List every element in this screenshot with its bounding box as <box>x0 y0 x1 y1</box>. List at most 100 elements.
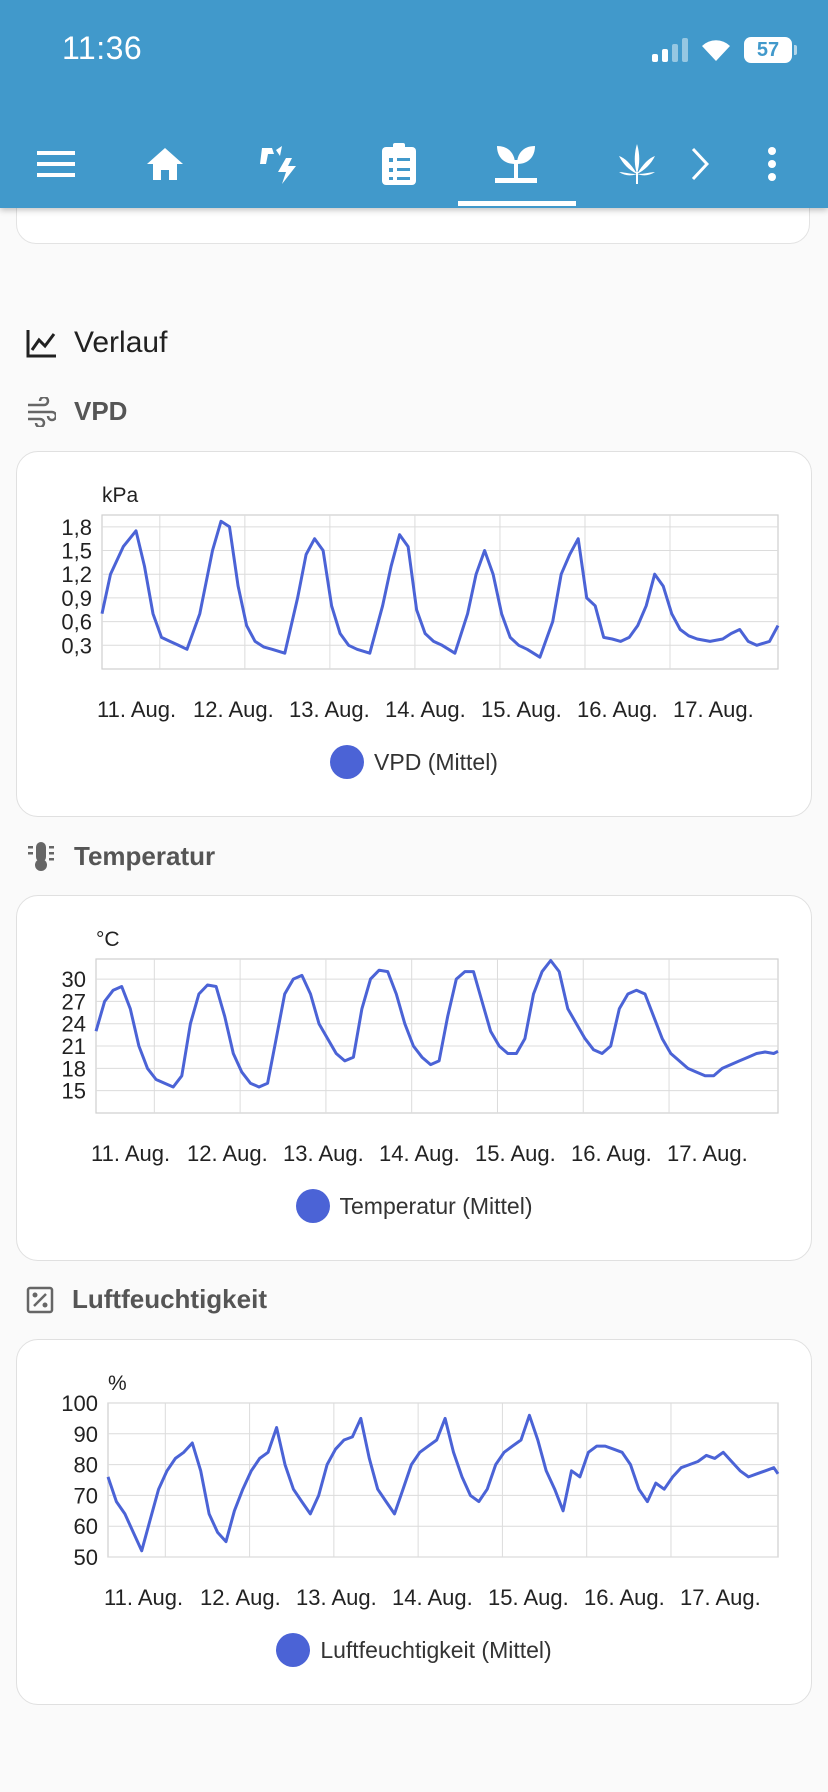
axis-unit-label: % <box>108 1372 127 1395</box>
x-tick-label: 11. Aug. <box>104 1585 183 1610</box>
menu-button[interactable] <box>30 120 82 208</box>
menu-icon <box>37 151 75 177</box>
legend-dot <box>276 1633 311 1667</box>
cannabis-tab[interactable] <box>612 120 662 208</box>
active-tab-indicator <box>458 201 576 206</box>
y-tick-label: 1,8 <box>61 515 92 540</box>
plot-frame <box>101 514 779 670</box>
battery-icon: 57 <box>744 37 797 63</box>
legend-label: VPD (Mittel) <box>374 748 498 775</box>
cellular-signal-icon <box>652 38 688 62</box>
section-title: Verlauf <box>74 326 168 359</box>
y-tick-label: 0,6 <box>61 610 92 635</box>
temperature-header: Temperatur <box>26 840 215 872</box>
weather-lightning-icon <box>260 146 296 184</box>
y-tick-label: 24 <box>62 1012 86 1037</box>
x-tick-label: 16. Aug. <box>577 697 658 722</box>
humidity-title: Luftfeuchtigkeit <box>72 1284 267 1314</box>
temperature-legend[interactable]: Temperatur (Mittel) <box>17 1189 811 1223</box>
vpd-chart-card: 1,8 1,5 1,2 0,9 0,6 0,3 11. Aug. 12. Aug. 13. Au… <box>16 451 812 817</box>
humidity-header: Luftfeuchtigkeit <box>26 1284 267 1315</box>
battery-level: 57 <box>756 38 780 61</box>
series-line <box>106 1413 780 1553</box>
home-icon <box>147 148 183 180</box>
status-time: 11:36 <box>62 30 143 66</box>
overflow-menu-button[interactable] <box>760 120 784 208</box>
x-tick-label: 13. Aug. <box>283 1141 364 1166</box>
y-tick-label: 1,5 <box>61 539 92 564</box>
vpd-chart: 1,81,51,20,90,60,3 11. Aug. 12. Aug. 13. Au… <box>61 484 780 722</box>
x-tick-label: 13. Aug. <box>289 697 370 722</box>
x-tick-label: 12. Aug. <box>193 697 274 722</box>
x-tick-label: 13. Aug. <box>296 1585 377 1610</box>
percent-box-icon <box>26 1286 54 1313</box>
status-icons: 57 <box>652 34 797 66</box>
x-tick-label: 14. Aug. <box>392 1585 473 1610</box>
history-section-header: Verlauf <box>26 326 167 360</box>
y-tick-label: 80 <box>74 1453 98 1478</box>
y-tick-label: 50 <box>74 1545 98 1570</box>
home-tab[interactable] <box>140 120 190 208</box>
vpd-title: VPD <box>74 396 128 426</box>
x-tick-label: 16. Aug. <box>571 1141 652 1166</box>
more-tabs-button[interactable] <box>686 120 714 208</box>
chevron-right-icon <box>691 147 709 181</box>
y-tick-label: 90 <box>74 1422 98 1447</box>
legend-dot <box>295 1189 330 1223</box>
y-tick-label: 30 <box>62 967 86 992</box>
weather-tab[interactable] <box>254 120 304 208</box>
x-tick-label: 11. Aug. <box>97 697 176 722</box>
vpd-legend[interactable]: VPD (Mittel) <box>17 745 811 779</box>
y-tick-label: 0,9 <box>61 586 92 611</box>
axis-unit-label: °C <box>96 928 120 951</box>
y-tick-label: 18 <box>62 1056 86 1081</box>
plants-tab[interactable] <box>488 120 544 208</box>
y-tick-label: 15 <box>62 1079 86 1104</box>
x-tick-label: 14. Aug. <box>385 697 466 722</box>
temperature-chart-card: 30 27 24 21 18 15 11. Aug. 12. Aug. 13. Aug. 14. … <box>16 895 812 1261</box>
humidity-chart-card: 100 90 80 70 60 50 11. Aug. 12. Aug. 13. Aug. 14.… <box>16 1339 812 1705</box>
x-tick-label: 15. Aug. <box>481 697 562 722</box>
vpd-header: VPD <box>26 396 127 427</box>
series-line <box>100 519 780 659</box>
x-tick-label: 17. Aug. <box>680 1585 761 1610</box>
cannabis-icon <box>619 144 655 184</box>
clipboard-list-icon <box>382 143 416 185</box>
more-vert-icon <box>768 147 776 181</box>
y-tick-label: 21 <box>62 1034 86 1059</box>
sprout-icon <box>495 146 537 183</box>
y-tick-label: 100 <box>61 1391 98 1416</box>
legend-label: Temperatur (Mittel) <box>339 1192 533 1219</box>
y-tick-label: 60 <box>74 1514 98 1539</box>
x-tick-label: 11. Aug. <box>91 1141 170 1166</box>
y-tick-label: 27 <box>62 989 86 1014</box>
x-tick-label: 17. Aug. <box>667 1141 748 1166</box>
plot-area: 1,81,51,20,90,60,3 11. Aug. 12. Aug. 13. Au… <box>61 484 780 722</box>
plot-frame <box>95 958 779 1114</box>
y-tick-label: 1,2 <box>61 562 92 587</box>
app-bar: 11:36 57 <box>0 0 828 208</box>
wind-icon <box>28 396 56 427</box>
nav-toolbar <box>0 120 828 208</box>
thermometer-icon <box>28 842 54 871</box>
x-tick-label: 15. Aug. <box>488 1585 569 1610</box>
wifi-icon <box>702 40 730 61</box>
x-tick-label: 17. Aug. <box>673 697 754 722</box>
y-tick-label: 0,3 <box>61 633 92 658</box>
x-tick-label: 12. Aug. <box>187 1141 268 1166</box>
x-tick-label: 16. Aug. <box>584 1585 665 1610</box>
temperature-title: Temperatur <box>74 840 216 871</box>
x-tick-label: 15. Aug. <box>475 1141 556 1166</box>
x-tick-label: 14. Aug. <box>379 1141 460 1166</box>
tasks-tab[interactable] <box>374 120 424 208</box>
legend-dot <box>330 745 365 779</box>
legend-label: Luftfeuchtigkeit (Mittel) <box>320 1636 552 1663</box>
series-line <box>94 959 779 1089</box>
chart-line-icon <box>26 330 56 358</box>
x-tick-label: 12. Aug. <box>200 1585 281 1610</box>
humidity-legend[interactable]: Luftfeuchtigkeit (Mittel) <box>17 1633 811 1667</box>
